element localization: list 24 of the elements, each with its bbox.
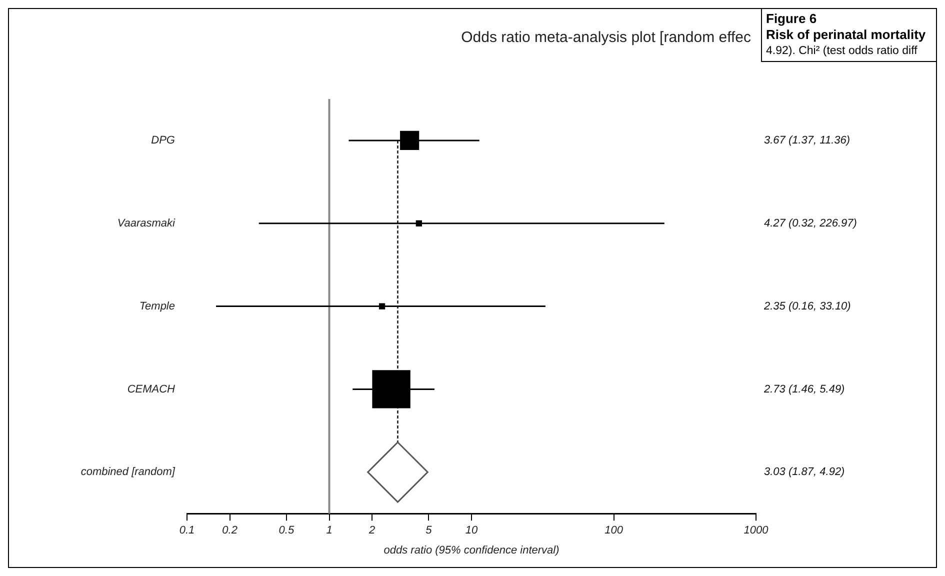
x-tick-label: 2 bbox=[368, 524, 376, 536]
x-tick-label: 1 bbox=[326, 524, 332, 536]
text: 2.73 (1.46, 5.49) bbox=[763, 383, 846, 396]
x-axis-title: odds ratio (95% confidence interval) bbox=[384, 544, 560, 556]
x-tick-label: 100 bbox=[604, 524, 624, 536]
chart-title: Odds ratio meta-analysis plot [random effec bbox=[461, 29, 751, 46]
text: 3.03 (1.87, 4.92) bbox=[764, 466, 846, 478]
text: 2.35 (0.16, 33.10) bbox=[763, 300, 852, 312]
x-tick-label: 0.1 bbox=[179, 524, 195, 536]
y-tick-label: CEMACH bbox=[127, 383, 176, 396]
text: 3.67 (1.37, 11.36) bbox=[764, 134, 850, 147]
x-tick-label: 1000 bbox=[744, 524, 770, 536]
text: 4.92). Chi² (test odds ratio diff bbox=[766, 44, 918, 59]
caption: Figure 6 bbox=[766, 11, 818, 27]
text: Risk of perinatal mortality bbox=[766, 27, 927, 43]
x-tick-label: 10 bbox=[465, 524, 478, 536]
y-tick-label: Temple bbox=[139, 300, 175, 312]
text: 4.27 (0.32, 226.97) bbox=[764, 217, 858, 230]
y-tick-label: Vaarasmaki bbox=[117, 217, 176, 230]
y-tick-label: DPG bbox=[151, 134, 176, 147]
y-tick-label: combined [random] bbox=[80, 466, 176, 478]
x-tick-label: 0.5 bbox=[278, 524, 295, 536]
x-tick-label: 0.2 bbox=[222, 524, 238, 536]
x-tick-label: 5 bbox=[426, 524, 433, 536]
